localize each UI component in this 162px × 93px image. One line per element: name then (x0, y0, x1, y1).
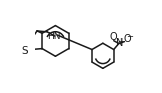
Text: HN: HN (47, 32, 61, 41)
Text: N: N (116, 39, 123, 48)
Text: +: + (118, 37, 124, 46)
Text: O: O (123, 34, 131, 44)
Text: S: S (22, 46, 28, 56)
Text: O: O (110, 32, 117, 42)
Text: −: − (126, 32, 133, 41)
